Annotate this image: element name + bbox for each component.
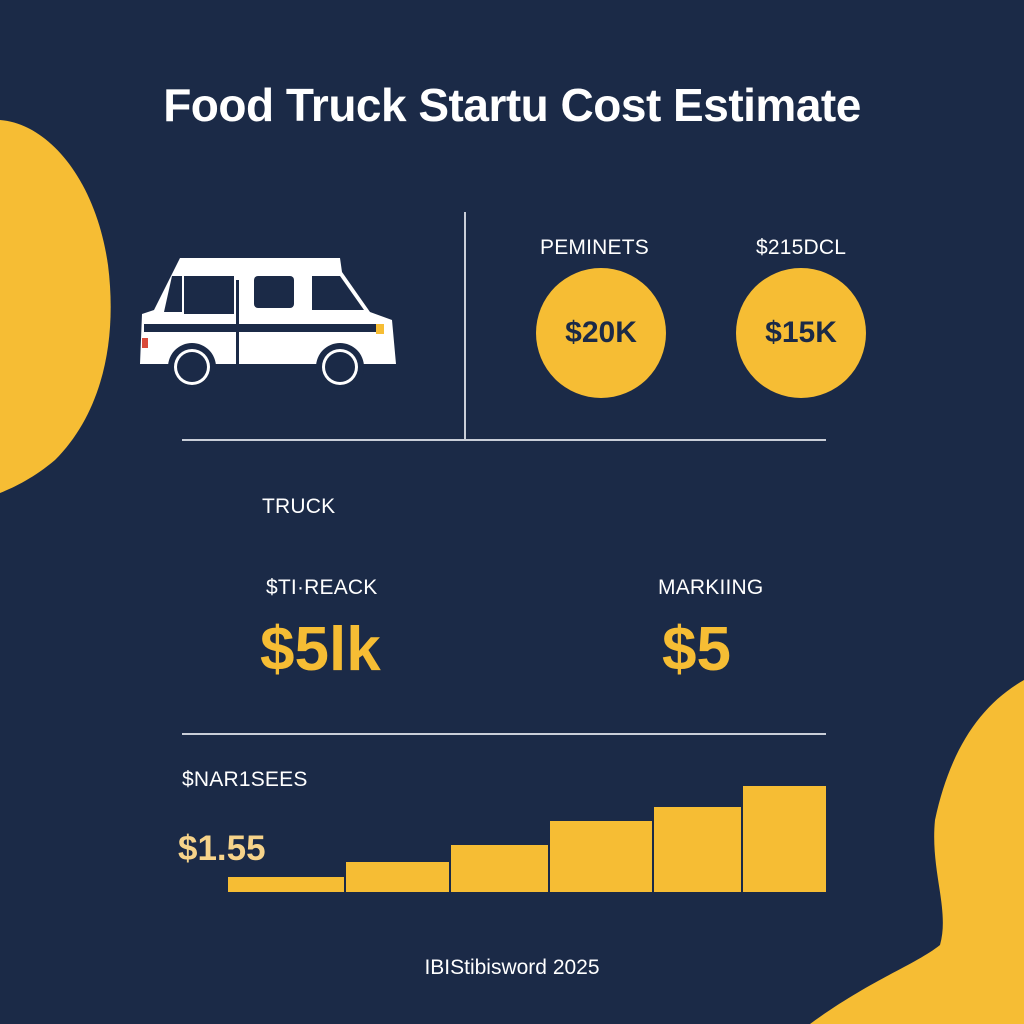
stat-value-left: $5lk bbox=[260, 615, 381, 684]
bar-2 bbox=[346, 862, 449, 892]
page-title: Food Truck Startu Cost Estimate bbox=[163, 79, 861, 131]
divider-bottom bbox=[182, 733, 826, 735]
stat-value-bottom: $1.55 bbox=[178, 829, 266, 868]
bar-5 bbox=[654, 807, 741, 892]
stat-label-bottom: $NAR1SEES bbox=[182, 768, 308, 791]
section-label-truck: TRUCK bbox=[262, 495, 336, 518]
divider-top bbox=[182, 439, 826, 441]
stat-circle-second: $15K bbox=[736, 268, 866, 398]
footer-credit: IBIStibisword 2025 bbox=[424, 956, 600, 979]
decorative-blob-left bbox=[0, 120, 111, 493]
vertical-divider bbox=[464, 212, 466, 440]
decorative-blob-right bbox=[810, 680, 1024, 1024]
stat-value-marketing: $5 bbox=[662, 615, 731, 684]
stat-label-left: $TI·REACK bbox=[266, 576, 378, 599]
bar-4 bbox=[550, 821, 652, 892]
bar-3 bbox=[451, 845, 548, 892]
food-truck-icon bbox=[140, 258, 396, 391]
stat-circle-permits: $20K bbox=[536, 268, 666, 398]
bar-6 bbox=[743, 786, 826, 892]
bar-1 bbox=[228, 877, 344, 892]
stat-label-permits: PEMINETS bbox=[540, 236, 649, 259]
stat-label-second: $215DCL bbox=[756, 236, 847, 259]
stat-label-marketing: MARKIING bbox=[658, 576, 764, 599]
